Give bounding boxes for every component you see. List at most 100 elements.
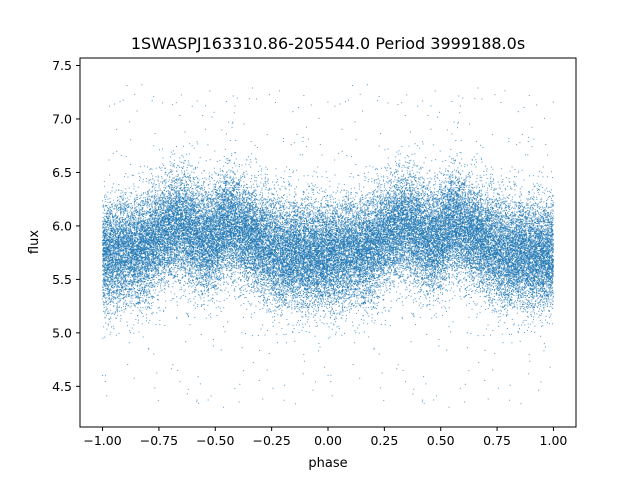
data-point bbox=[160, 200, 162, 202]
data-point bbox=[173, 177, 175, 179]
data-point bbox=[255, 211, 257, 213]
data-point bbox=[385, 194, 387, 196]
data-point bbox=[304, 226, 306, 228]
data-point bbox=[192, 237, 194, 239]
data-point bbox=[255, 214, 257, 216]
data-point bbox=[297, 209, 299, 211]
data-point bbox=[124, 296, 126, 298]
data-point bbox=[488, 262, 490, 264]
data-point bbox=[400, 210, 402, 212]
data-point bbox=[533, 199, 535, 201]
data-point bbox=[384, 215, 386, 217]
data-point bbox=[454, 202, 456, 204]
data-point bbox=[132, 221, 134, 223]
data-point bbox=[229, 278, 231, 280]
data-point bbox=[325, 306, 327, 308]
data-point bbox=[102, 255, 104, 257]
data-point bbox=[261, 202, 263, 204]
data-point bbox=[403, 206, 405, 208]
data-point bbox=[492, 235, 494, 237]
data-point bbox=[489, 277, 491, 279]
data-point bbox=[148, 245, 150, 247]
data-point bbox=[383, 400, 385, 402]
data-point bbox=[376, 182, 378, 184]
data-point bbox=[460, 286, 462, 288]
data-point bbox=[297, 311, 299, 313]
data-point bbox=[329, 180, 331, 182]
data-point bbox=[228, 270, 230, 272]
data-point bbox=[119, 241, 121, 243]
data-point bbox=[214, 261, 216, 263]
points-layer bbox=[102, 84, 554, 408]
data-point bbox=[259, 264, 261, 266]
data-point bbox=[518, 203, 520, 205]
data-point bbox=[529, 265, 531, 267]
data-point bbox=[413, 219, 415, 221]
data-point bbox=[386, 254, 388, 256]
data-point bbox=[343, 248, 345, 250]
data-point bbox=[338, 328, 340, 330]
data-point bbox=[327, 200, 329, 202]
data-point bbox=[548, 233, 550, 235]
data-point bbox=[209, 255, 211, 257]
data-point bbox=[481, 291, 483, 293]
data-point bbox=[234, 238, 236, 240]
data-point bbox=[176, 224, 178, 226]
data-point bbox=[461, 200, 463, 202]
data-point bbox=[436, 298, 438, 300]
data-point bbox=[276, 181, 278, 183]
data-point bbox=[409, 170, 411, 172]
data-point bbox=[240, 262, 242, 264]
data-point bbox=[314, 217, 316, 219]
data-point bbox=[362, 226, 364, 228]
data-point bbox=[355, 278, 357, 280]
data-point bbox=[118, 225, 120, 227]
data-point bbox=[536, 220, 538, 222]
data-point bbox=[301, 311, 303, 313]
data-point bbox=[281, 242, 283, 244]
data-point bbox=[501, 208, 503, 210]
data-point bbox=[446, 232, 448, 234]
data-point bbox=[105, 222, 107, 224]
data-point bbox=[337, 227, 339, 229]
data-point bbox=[417, 292, 419, 294]
data-point bbox=[396, 188, 398, 190]
data-point bbox=[247, 276, 249, 278]
data-point bbox=[247, 278, 249, 280]
data-point bbox=[471, 197, 473, 199]
data-point bbox=[292, 295, 294, 297]
data-point bbox=[123, 285, 125, 287]
data-point bbox=[291, 306, 293, 308]
data-point bbox=[516, 218, 518, 220]
data-point bbox=[183, 239, 185, 241]
data-point bbox=[368, 202, 370, 204]
data-point bbox=[191, 283, 193, 285]
data-point bbox=[511, 166, 513, 168]
data-point bbox=[440, 235, 442, 237]
data-point bbox=[340, 215, 342, 217]
data-point bbox=[201, 210, 203, 212]
data-point bbox=[464, 212, 466, 214]
data-point bbox=[521, 276, 523, 278]
data-point bbox=[254, 175, 256, 177]
data-point bbox=[478, 266, 480, 268]
data-point bbox=[173, 162, 175, 164]
data-point bbox=[178, 241, 180, 243]
data-point bbox=[122, 228, 124, 230]
data-point bbox=[146, 272, 148, 274]
data-point bbox=[119, 248, 121, 250]
data-point bbox=[414, 271, 416, 273]
data-point bbox=[212, 236, 214, 238]
data-point bbox=[397, 286, 399, 288]
data-point bbox=[214, 150, 216, 152]
data-point bbox=[298, 271, 300, 273]
data-point bbox=[521, 210, 523, 212]
data-point bbox=[151, 213, 153, 215]
data-point bbox=[367, 294, 369, 296]
data-point bbox=[239, 257, 241, 259]
data-point bbox=[390, 204, 392, 206]
data-point bbox=[473, 251, 475, 253]
data-point bbox=[240, 241, 242, 243]
data-point bbox=[154, 267, 156, 269]
data-point bbox=[387, 204, 389, 206]
